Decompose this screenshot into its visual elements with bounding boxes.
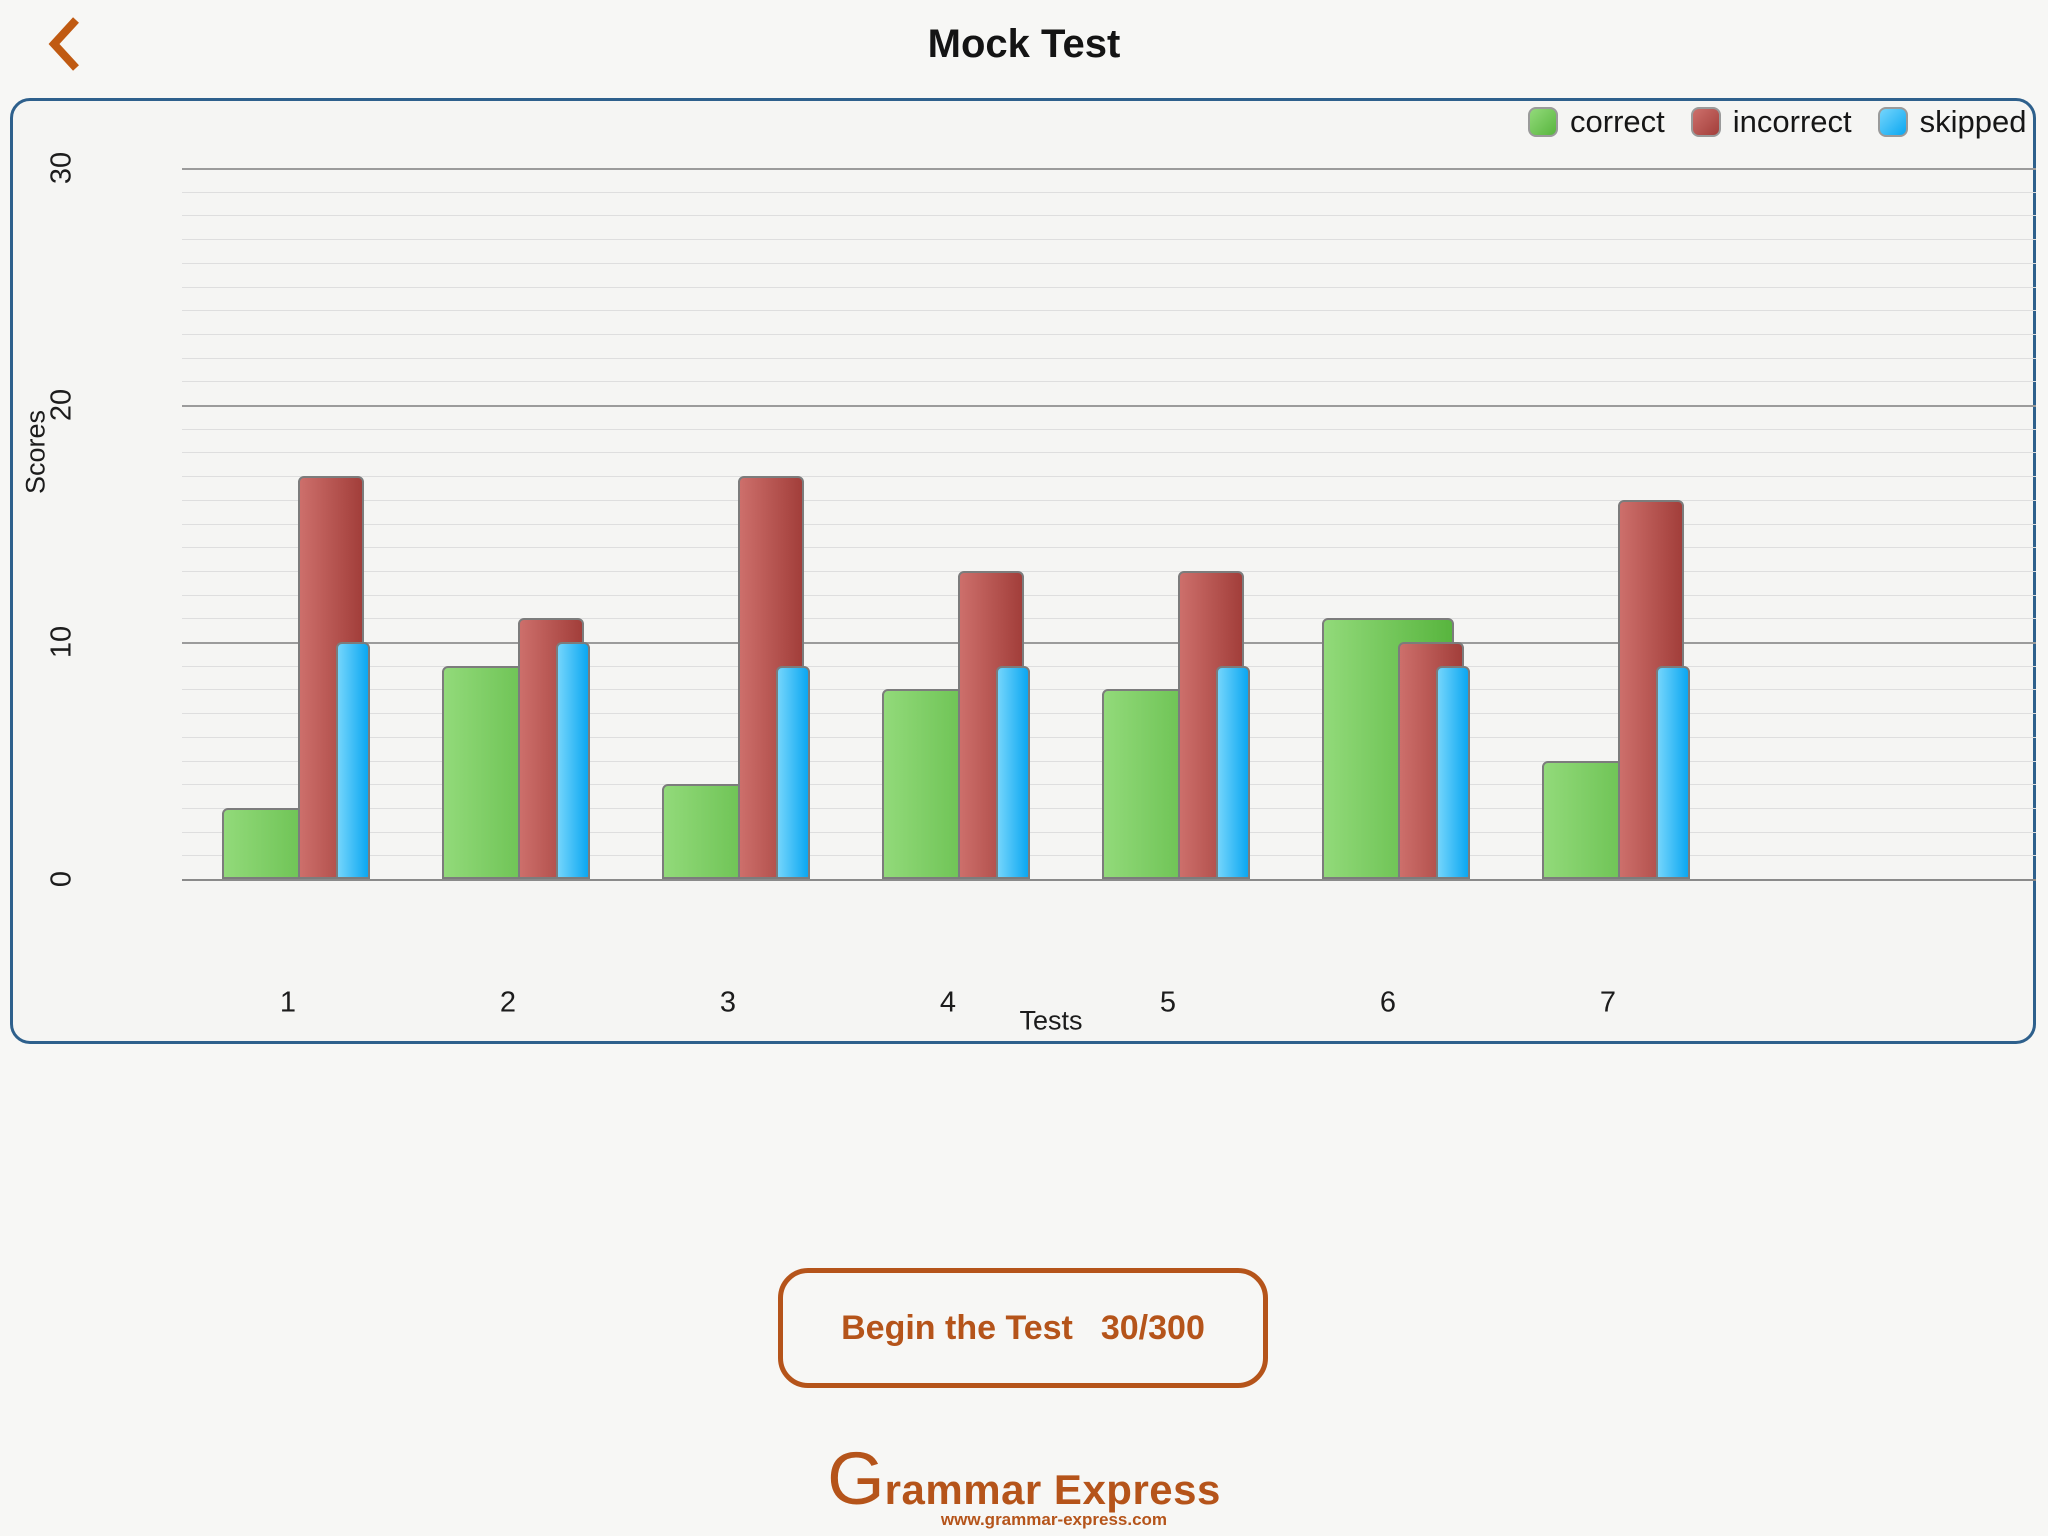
legend-item-skipped: skipped (1877, 104, 2027, 140)
begin-test-label: Begin the Test (841, 1308, 1073, 1347)
back-button[interactable] (44, 14, 88, 76)
brand-logo-rest: rammar Express (884, 1466, 1221, 1513)
legend-label-skipped: skipped (1919, 104, 2027, 139)
brand-logo-letter-g: G (827, 1437, 885, 1520)
begin-test-score: 30/300 (1100, 1308, 1205, 1347)
brand-logo-name: G rammar Express (827, 1437, 1221, 1520)
legend-swatch-skipped (1877, 107, 1908, 137)
legend-swatch-correct (1528, 107, 1558, 137)
legend-label-incorrect: incorrect (1732, 104, 1852, 139)
begin-test-button[interactable]: Begin the Test 30/300 (778, 1268, 1268, 1388)
page-title: Mock Test (927, 22, 1121, 66)
chart-legend: correct incorrect skipped (1528, 104, 2026, 140)
legend-item-incorrect: incorrect (1690, 104, 1852, 140)
brand-logo: G rammar Express www.grammar-express.com (827, 1437, 1221, 1530)
chart-panel (10, 98, 2036, 1044)
brand-url: www.grammar-express.com (940, 1510, 1168, 1529)
legend-label-correct: correct (1570, 104, 1665, 139)
chevron-left-icon (48, 17, 79, 71)
legend-item-correct: correct (1528, 104, 1665, 140)
legend-swatch-incorrect (1690, 107, 1721, 137)
